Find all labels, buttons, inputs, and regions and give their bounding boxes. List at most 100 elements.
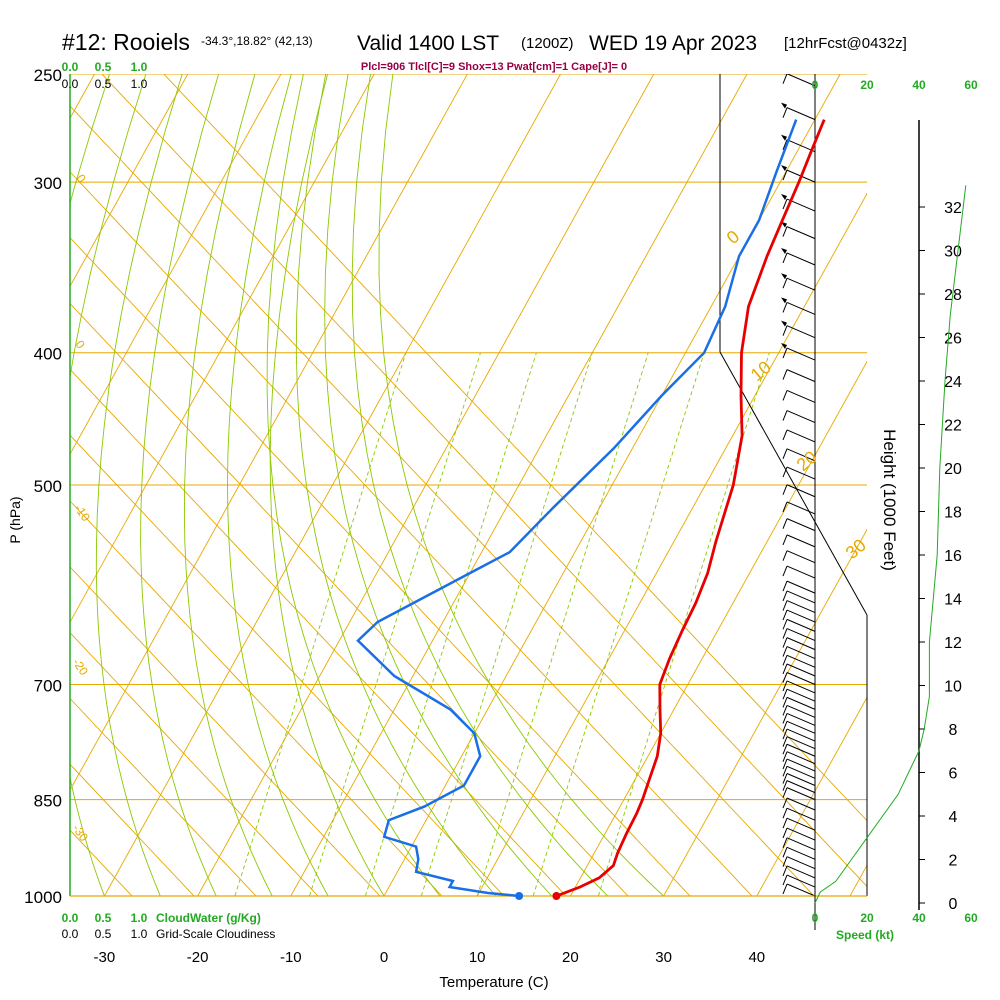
pressure-tick-label: 300 — [34, 174, 62, 193]
wind-barb-feather — [782, 429, 788, 441]
wind-barb-feather — [782, 780, 788, 791]
cloudwater-scale-label: 0.5 — [95, 911, 112, 925]
wind-barb-feather — [782, 697, 788, 708]
dewpoint-profile — [356, 119, 798, 898]
pressure-tick-label: 250 — [34, 66, 62, 85]
pressure-tick-label: 700 — [34, 677, 62, 696]
wind-barb-feather — [782, 518, 788, 529]
temperature-tick-label: -30 — [94, 949, 116, 966]
moist-adiabat-lines — [70, 74, 664, 896]
cloudwater-scale-label: 1.0 — [131, 60, 148, 74]
pressure-tick-label: 400 — [34, 345, 62, 364]
header-zulu: (1200Z) — [521, 35, 574, 52]
wind-barb — [786, 736, 816, 750]
isotherm-line — [103, 74, 562, 896]
temperature-profile — [555, 119, 826, 898]
wind-barb-feather — [782, 856, 788, 867]
wind-barb — [786, 347, 816, 361]
wind-barb-feather — [782, 847, 788, 858]
wind-barb-pennant — [781, 320, 787, 327]
wind-barb — [786, 74, 816, 87]
dry-adiabat-lines — [0, 0, 867, 896]
surface-temperature-marker — [552, 892, 561, 900]
wind-barb-feather — [782, 672, 788, 683]
isotherm-line — [70, 74, 189, 288]
surface-dewpoint-marker — [515, 892, 524, 900]
temperature-tick-label: 30 — [655, 949, 672, 966]
wind-barb — [786, 139, 816, 153]
wind-speed-profile — [814, 185, 967, 904]
wind-barb — [786, 609, 816, 623]
moist-adiabat-line — [266, 74, 441, 896]
wind-barb-feather — [782, 198, 788, 210]
isotherm-line — [197, 74, 655, 896]
isotherm-line — [476, 192, 867, 896]
wind-barb-feather — [782, 278, 788, 289]
dry-adiabat-line — [70, 895, 71, 896]
wind-barb — [786, 874, 816, 888]
wind-barb — [786, 534, 816, 548]
wind-barb-feather — [782, 600, 788, 611]
dry-adiabat-line — [70, 434, 505, 896]
height-tick-label: 26 — [944, 331, 962, 348]
wind-barb — [786, 325, 816, 339]
plot-area: 1 2 3 5 8 12 20 — [0, 0, 867, 914]
dry-adiabat-line — [101, 74, 867, 888]
isotherm-line — [70, 74, 468, 791]
wind-barb-feather — [782, 705, 788, 716]
moist-adiabat-line — [95, 74, 183, 896]
wind-barb-pennant — [784, 74, 786, 75]
wind-barb-feather — [782, 655, 788, 666]
mixing-ratio-line — [420, 352, 593, 896]
wind-barb — [786, 226, 816, 240]
wind-speed-tick-label: 40 — [912, 78, 926, 92]
wind-barb-feather — [782, 565, 788, 577]
height-tick-label: 18 — [944, 505, 962, 522]
header-date: WED 19 Apr 2023 — [589, 32, 757, 55]
wind-barb — [786, 856, 816, 870]
temperature-tick-label: -10 — [280, 949, 302, 966]
mixing-ratio-label: 20 — [590, 895, 609, 914]
dry-adiabat-line — [70, 105, 815, 896]
wind-barb — [786, 705, 816, 718]
header-valid: Valid 1400 LST — [357, 32, 499, 55]
wind-barb — [786, 389, 816, 403]
wind-speed-tick-label: 40 — [912, 911, 926, 925]
wind-barb — [786, 448, 816, 462]
height-tick-label: 20 — [944, 461, 962, 478]
cloudiness-scale-label: 0.0 — [62, 77, 79, 91]
wind-barb — [786, 696, 816, 710]
y-axis-title: P (hPa) — [7, 496, 23, 543]
wind-barb — [786, 369, 816, 383]
height-tick-label: 12 — [944, 635, 962, 652]
cloudiness-scale-label: 1.0 — [131, 927, 148, 941]
dry-adiabat-line — [0, 0, 8, 896]
dry-adiabat-line — [70, 566, 381, 896]
dry-adiabat-line — [70, 829, 133, 896]
temperature-tick-label: 40 — [748, 949, 765, 966]
mixing-ratio-line — [234, 352, 407, 896]
mixing-ratio-label: 12 — [525, 895, 544, 914]
cloudwater-scale-label: 1.0 — [131, 911, 148, 925]
sounding-profiles — [356, 119, 826, 900]
height-tick-label: 10 — [944, 679, 962, 696]
theta-label: 10 — [747, 357, 775, 385]
wind-barb-feather — [782, 827, 788, 839]
cloudiness-label: Grid-Scale Cloudiness — [156, 927, 275, 941]
isotherm-line — [290, 74, 748, 896]
height-tick-label: 4 — [949, 809, 958, 826]
cloudiness-scale-label: 0.5 — [95, 927, 112, 941]
wind-barb — [786, 484, 816, 498]
wind-barb-feather — [782, 721, 788, 732]
wind-barb — [786, 827, 816, 841]
header-indices: Plcl=906 Tlcl[C]=9 Shox=13 Pwat[cm]=1 Ca… — [361, 61, 627, 73]
moist-adiabat-line — [269, 74, 385, 896]
wind-barb-feather — [782, 663, 788, 675]
wind-barb-feather — [782, 837, 788, 848]
wind-barb — [786, 501, 816, 515]
moist-adiabat-line — [295, 74, 497, 896]
theta-label: 0 — [723, 226, 744, 248]
mixing-ratio-line — [597, 352, 770, 896]
isotherm-line — [756, 696, 867, 896]
